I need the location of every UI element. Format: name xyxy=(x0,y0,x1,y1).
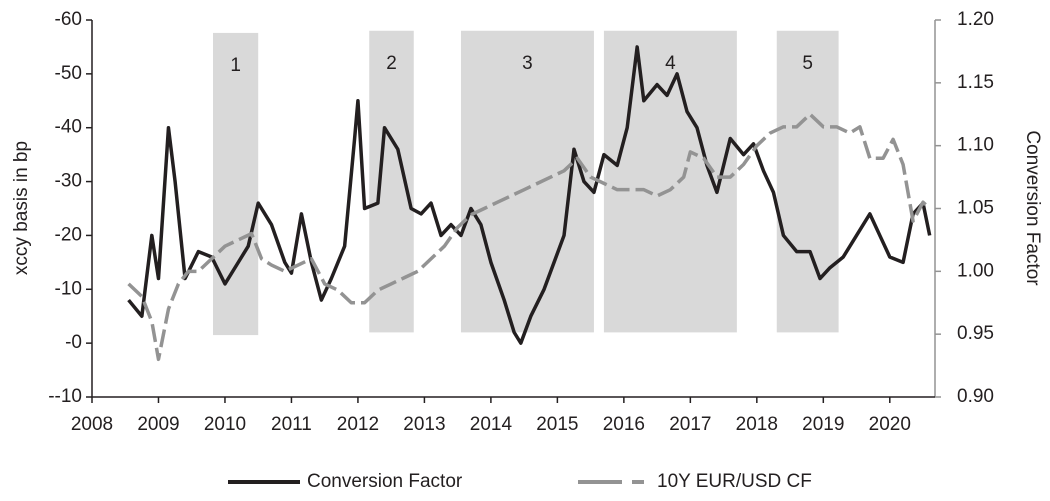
region-label: 1 xyxy=(230,55,241,76)
shaded-region xyxy=(212,32,259,336)
x-tick-label: 2012 xyxy=(337,414,379,435)
shaded-region xyxy=(603,30,737,333)
y-tick-label: -50 xyxy=(55,63,82,84)
y-tick-label: -30 xyxy=(55,171,82,192)
y2-tick-label: 1.20 xyxy=(957,9,994,30)
y-tick-label: -60 xyxy=(55,9,82,30)
x-tick-label: 2019 xyxy=(802,414,844,435)
x-tick-label: 2011 xyxy=(271,414,312,435)
x-tick-label: 2009 xyxy=(137,414,179,435)
shaded-region xyxy=(776,30,839,333)
region-label: 2 xyxy=(386,53,397,74)
x-tick-label: 2015 xyxy=(536,414,578,435)
series-line xyxy=(127,45,932,345)
legend-label: Conversion Factor xyxy=(307,471,463,492)
y2-tick-label: 1.10 xyxy=(957,135,994,156)
y2-tick-label: 1.15 xyxy=(957,72,994,93)
x-tick-label: 2018 xyxy=(736,414,778,435)
x-tick-label: 2016 xyxy=(603,414,645,435)
y2-tick-label: 0.95 xyxy=(957,323,994,344)
region-label: 3 xyxy=(522,53,533,74)
series-line xyxy=(127,112,931,362)
x-tick-label: 2017 xyxy=(669,414,711,435)
x-tick-label: 2020 xyxy=(869,414,911,435)
legend: Conversion Factor 10Y EUR/USD CF xyxy=(228,471,812,492)
shaded-region xyxy=(369,30,414,333)
y-tick-label: -20 xyxy=(55,224,82,245)
y-axis-title: xccy basis in bp xyxy=(11,141,32,275)
region-label: 4 xyxy=(665,53,676,74)
legend-label: 10Y EUR/USD CF xyxy=(657,471,812,492)
y2-axis-title: Conversion Factor xyxy=(1022,130,1043,286)
y2-tick-label: 1.00 xyxy=(957,260,994,281)
y2-tick-label: 0.90 xyxy=(957,386,994,407)
y-tick-label: -40 xyxy=(55,117,82,138)
x-tick-label: 2010 xyxy=(204,414,246,435)
x-tick-label: 2013 xyxy=(403,414,445,435)
y2-tick-label: 1.05 xyxy=(957,198,994,219)
region-label: 5 xyxy=(802,53,813,74)
y-tick-label: -10 xyxy=(55,278,82,299)
shaded-region xyxy=(460,30,594,333)
y-tick-label: -0 xyxy=(65,332,82,353)
x-tick-label: 2014 xyxy=(470,414,513,435)
y-tick-label: --10 xyxy=(48,386,82,407)
x-tick-label: 2008 xyxy=(71,414,113,435)
